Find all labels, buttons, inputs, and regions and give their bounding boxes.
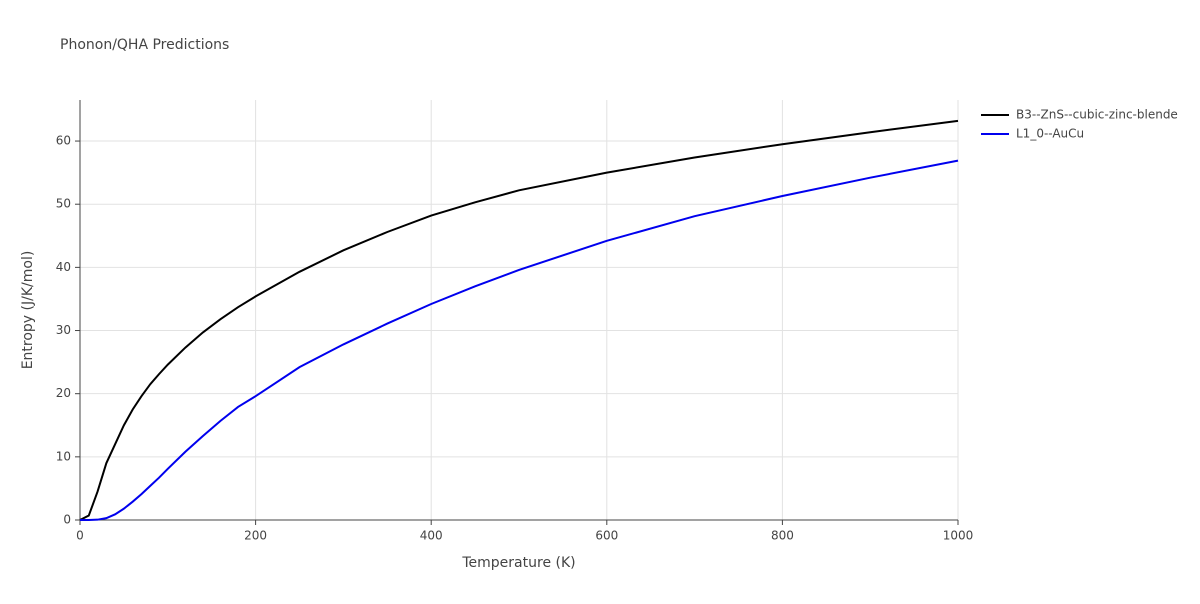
y-tick-label: 50	[56, 197, 71, 211]
x-tick-label: 600	[595, 529, 618, 543]
y-tick-label: 10	[56, 449, 71, 463]
x-axis-title: Temperature (K)	[461, 555, 575, 571]
y-tick-label: 40	[56, 260, 71, 274]
y-tick-label: 0	[63, 513, 71, 527]
x-tick-label: 800	[771, 529, 794, 543]
chart-title: Phonon/QHA Predictions	[60, 37, 229, 53]
x-tick-label: 0	[76, 529, 84, 543]
x-tick-label: 200	[244, 529, 267, 543]
y-tick-label: 20	[56, 386, 71, 400]
y-axis-title: Entropy (J/K/mol)	[20, 251, 36, 370]
x-tick-label: 400	[420, 529, 443, 543]
x-tick-label: 1000	[943, 529, 974, 543]
line-series	[80, 159, 959, 521]
legend-label: L1_0--AuCu	[1016, 127, 1084, 141]
legend-label: B3--ZnS--cubic-zinc-blende	[1016, 108, 1178, 122]
y-tick-label: 60	[56, 134, 71, 148]
y-tick-label: 30	[56, 323, 71, 337]
line-series	[79, 119, 959, 521]
